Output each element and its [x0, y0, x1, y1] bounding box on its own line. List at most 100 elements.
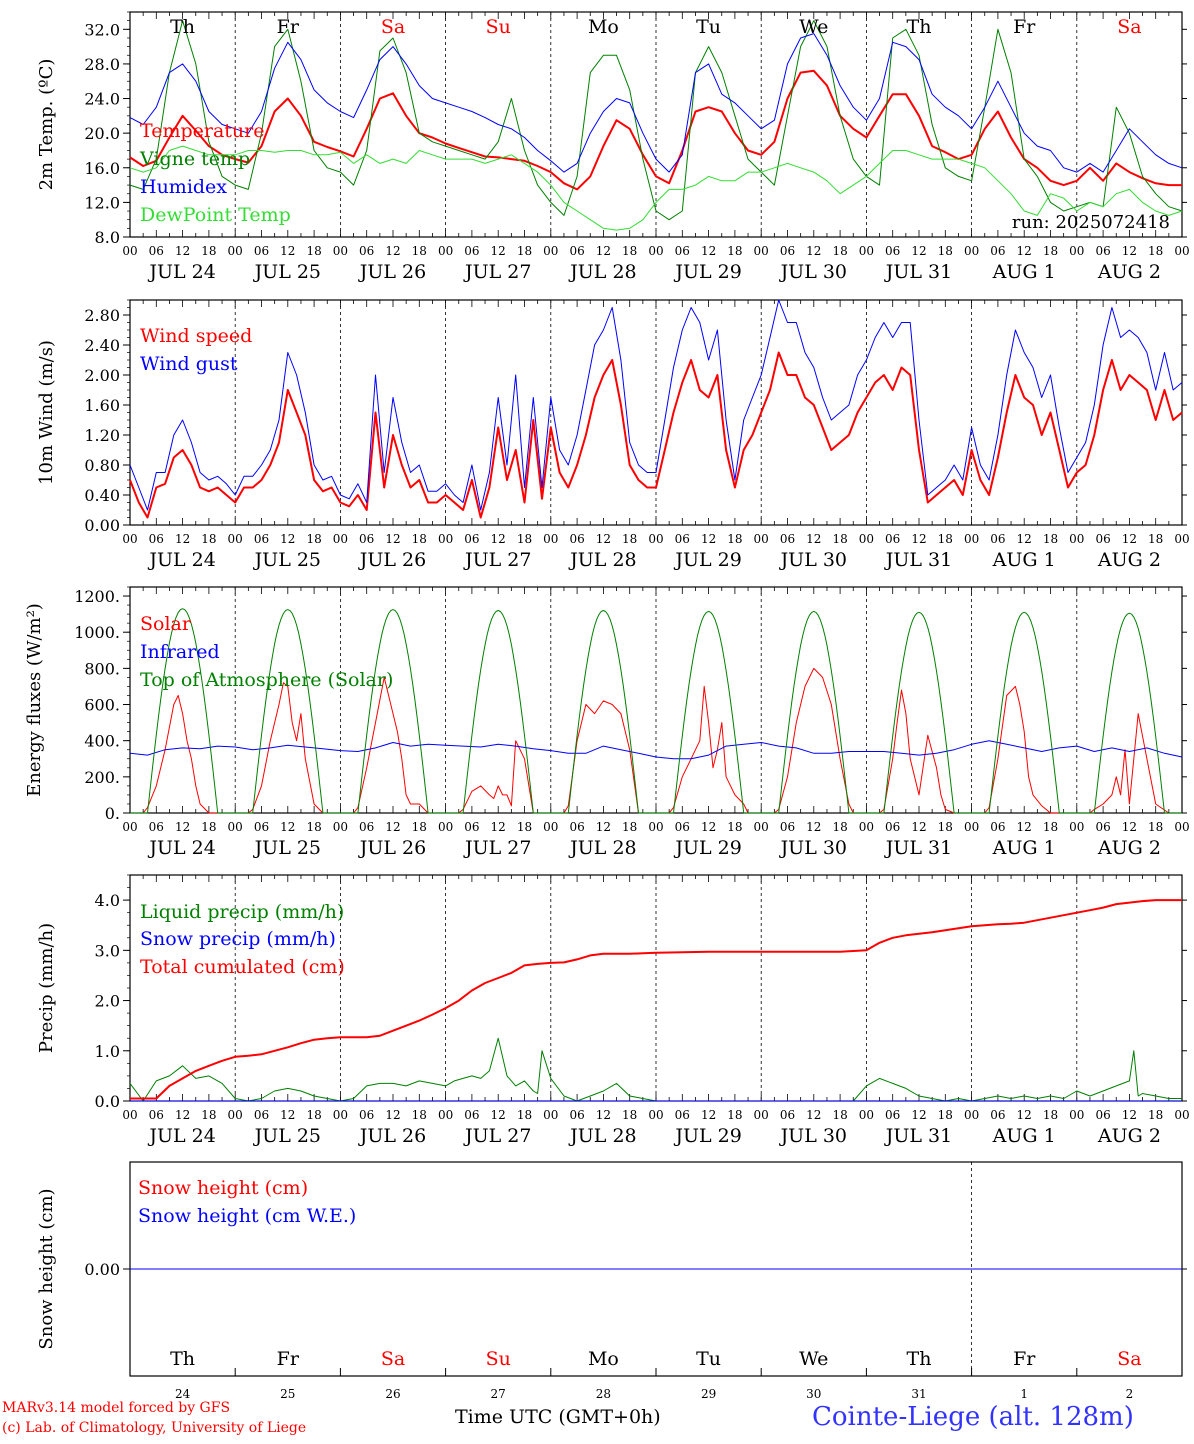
- date-label: AUG 1: [992, 261, 1056, 283]
- hour-tick-label: 00: [228, 244, 243, 258]
- hour-tick-label: 00: [122, 820, 137, 834]
- legend-entry: Humidex: [140, 176, 227, 198]
- hour-tick-label: 00: [228, 1108, 243, 1122]
- hour-tick-label: 12: [491, 820, 506, 834]
- legend-entry: Solar: [140, 613, 192, 635]
- hour-tick-label: 18: [306, 532, 321, 546]
- y-tick-label: 1200.: [74, 587, 120, 606]
- y-tick-label: 2.0: [95, 992, 120, 1011]
- date-label: JUL 31: [884, 549, 952, 571]
- hour-tick-label: 00: [859, 532, 874, 546]
- hour-tick-label: 06: [359, 532, 374, 546]
- date-label: JUL 29: [673, 261, 741, 283]
- hour-tick-label: 12: [1122, 820, 1137, 834]
- day-name-bottom: Tu: [696, 1348, 721, 1370]
- hour-tick-label: 12: [175, 820, 190, 834]
- hour-tick-label: 18: [832, 1108, 847, 1122]
- legend-entry: DewPoint Temp: [140, 204, 291, 226]
- date-label: JUL 26: [358, 1125, 426, 1147]
- series-dewpoint-temp: [129, 145, 1183, 231]
- date-label: AUG 2: [1097, 1125, 1161, 1147]
- hour-tick-label: 12: [1017, 820, 1032, 834]
- y-tick-label: 0.: [105, 804, 120, 823]
- hour-tick-label: 06: [1095, 244, 1110, 258]
- hour-tick-label: 18: [727, 820, 742, 834]
- hour-tick-label: 06: [254, 244, 269, 258]
- y-tick-label: 0.00: [84, 1260, 120, 1279]
- date-label: JUL 29: [673, 837, 741, 859]
- hour-tick-label: 00: [333, 820, 348, 834]
- y-tick-label: 800.: [84, 659, 120, 678]
- y-tick-label: 1000.: [74, 623, 120, 642]
- hour-tick-label: 18: [412, 1108, 427, 1122]
- panel-2: 00 06 12 18 00 06 12 18 00 06 12 18 00 06 12 18 00 06 12 18…: [36, 299, 1190, 571]
- hour-tick-label: 00: [754, 244, 769, 258]
- day-name-top: Sa: [381, 16, 405, 38]
- hour-tick-label: 18: [622, 244, 637, 258]
- hour-tick-label: 12: [385, 532, 400, 546]
- y-tick-label: 400.: [84, 732, 120, 751]
- date-label: AUG 1: [992, 549, 1056, 571]
- y-tick-label: 20.0: [84, 124, 120, 143]
- legend-entry: Top of Atmosphere (Solar): [140, 669, 393, 691]
- hour-tick-label: 06: [1095, 532, 1110, 546]
- hour-tick-label: 12: [911, 1108, 926, 1122]
- date-label: JUL 24: [147, 837, 215, 859]
- date-label: AUG 1: [992, 1125, 1056, 1147]
- day-name-bottom: Fr: [277, 1348, 300, 1370]
- y-tick-label: 0.00: [84, 516, 120, 535]
- hour-tick-label: 00: [648, 532, 663, 546]
- hour-tick-label: 12: [491, 532, 506, 546]
- hour-tick-label: 00: [964, 532, 979, 546]
- series-humidex: [129, 33, 1183, 173]
- hour-tick-label: 00: [333, 532, 348, 546]
- hour-tick-label: 12: [806, 820, 821, 834]
- hour-tick-label: 12: [911, 244, 926, 258]
- hour-tick-label: 12: [1017, 244, 1032, 258]
- hour-tick-label: 06: [780, 820, 795, 834]
- y-tick-label: 24.0: [84, 90, 120, 109]
- y-tick-label: 12.0: [84, 193, 120, 212]
- hour-tick-label: 06: [1095, 1108, 1110, 1122]
- day-number: 2: [1126, 1387, 1134, 1401]
- hour-tick-label: 00: [438, 532, 453, 546]
- hour-tick-label: 00: [438, 1108, 453, 1122]
- y-axis-label: Energy fluxes (W/m²): [24, 603, 45, 797]
- hour-tick-label: 18: [1148, 820, 1163, 834]
- day-name-bottom: Th: [170, 1348, 195, 1370]
- hour-tick-label: 18: [412, 820, 427, 834]
- hour-tick-label: 00: [964, 820, 979, 834]
- date-label: JUL 31: [884, 837, 952, 859]
- hour-tick-label: 12: [1017, 1108, 1032, 1122]
- date-label: JUL 25: [253, 1125, 321, 1147]
- date-label: JUL 28: [568, 837, 636, 859]
- day-number: 31: [911, 1387, 926, 1401]
- hour-tick-label: 12: [806, 532, 821, 546]
- day-name-bottom: Sa: [1117, 1348, 1141, 1370]
- date-label: JUL 26: [358, 261, 426, 283]
- hour-tick-label: 00: [648, 1108, 663, 1122]
- day-number: 25: [280, 1387, 295, 1401]
- date-label: JUL 28: [568, 261, 636, 283]
- hour-tick-label: 18: [1043, 532, 1058, 546]
- hour-tick-label: 06: [569, 820, 584, 834]
- y-tick-label: 2.00: [84, 366, 120, 385]
- hour-tick-label: 18: [306, 244, 321, 258]
- legend-entry: Temperature: [140, 120, 264, 142]
- hour-tick-label: 18: [622, 532, 637, 546]
- hour-tick-label: 06: [254, 1108, 269, 1122]
- series-top-of-atmosphere-solar-: [130, 608, 1182, 814]
- legend-entry: Wind gust: [140, 353, 238, 375]
- hour-tick-label: 18: [1148, 1108, 1163, 1122]
- hour-tick-label: 06: [675, 820, 690, 834]
- day-name-bottom: Mo: [588, 1348, 619, 1370]
- hour-tick-label: 18: [938, 820, 953, 834]
- panel-4: 00 06 12 18 00 06 12 18 00 06 12 18 00 06 12 18 00 06 12 18…: [36, 874, 1190, 1147]
- hour-tick-label: 18: [622, 1108, 637, 1122]
- day-number: 24: [175, 1387, 191, 1401]
- series-vigne-temp: [129, 20, 1183, 221]
- date-label: JUL 30: [779, 549, 847, 571]
- y-tick-label: 0.40: [84, 486, 120, 505]
